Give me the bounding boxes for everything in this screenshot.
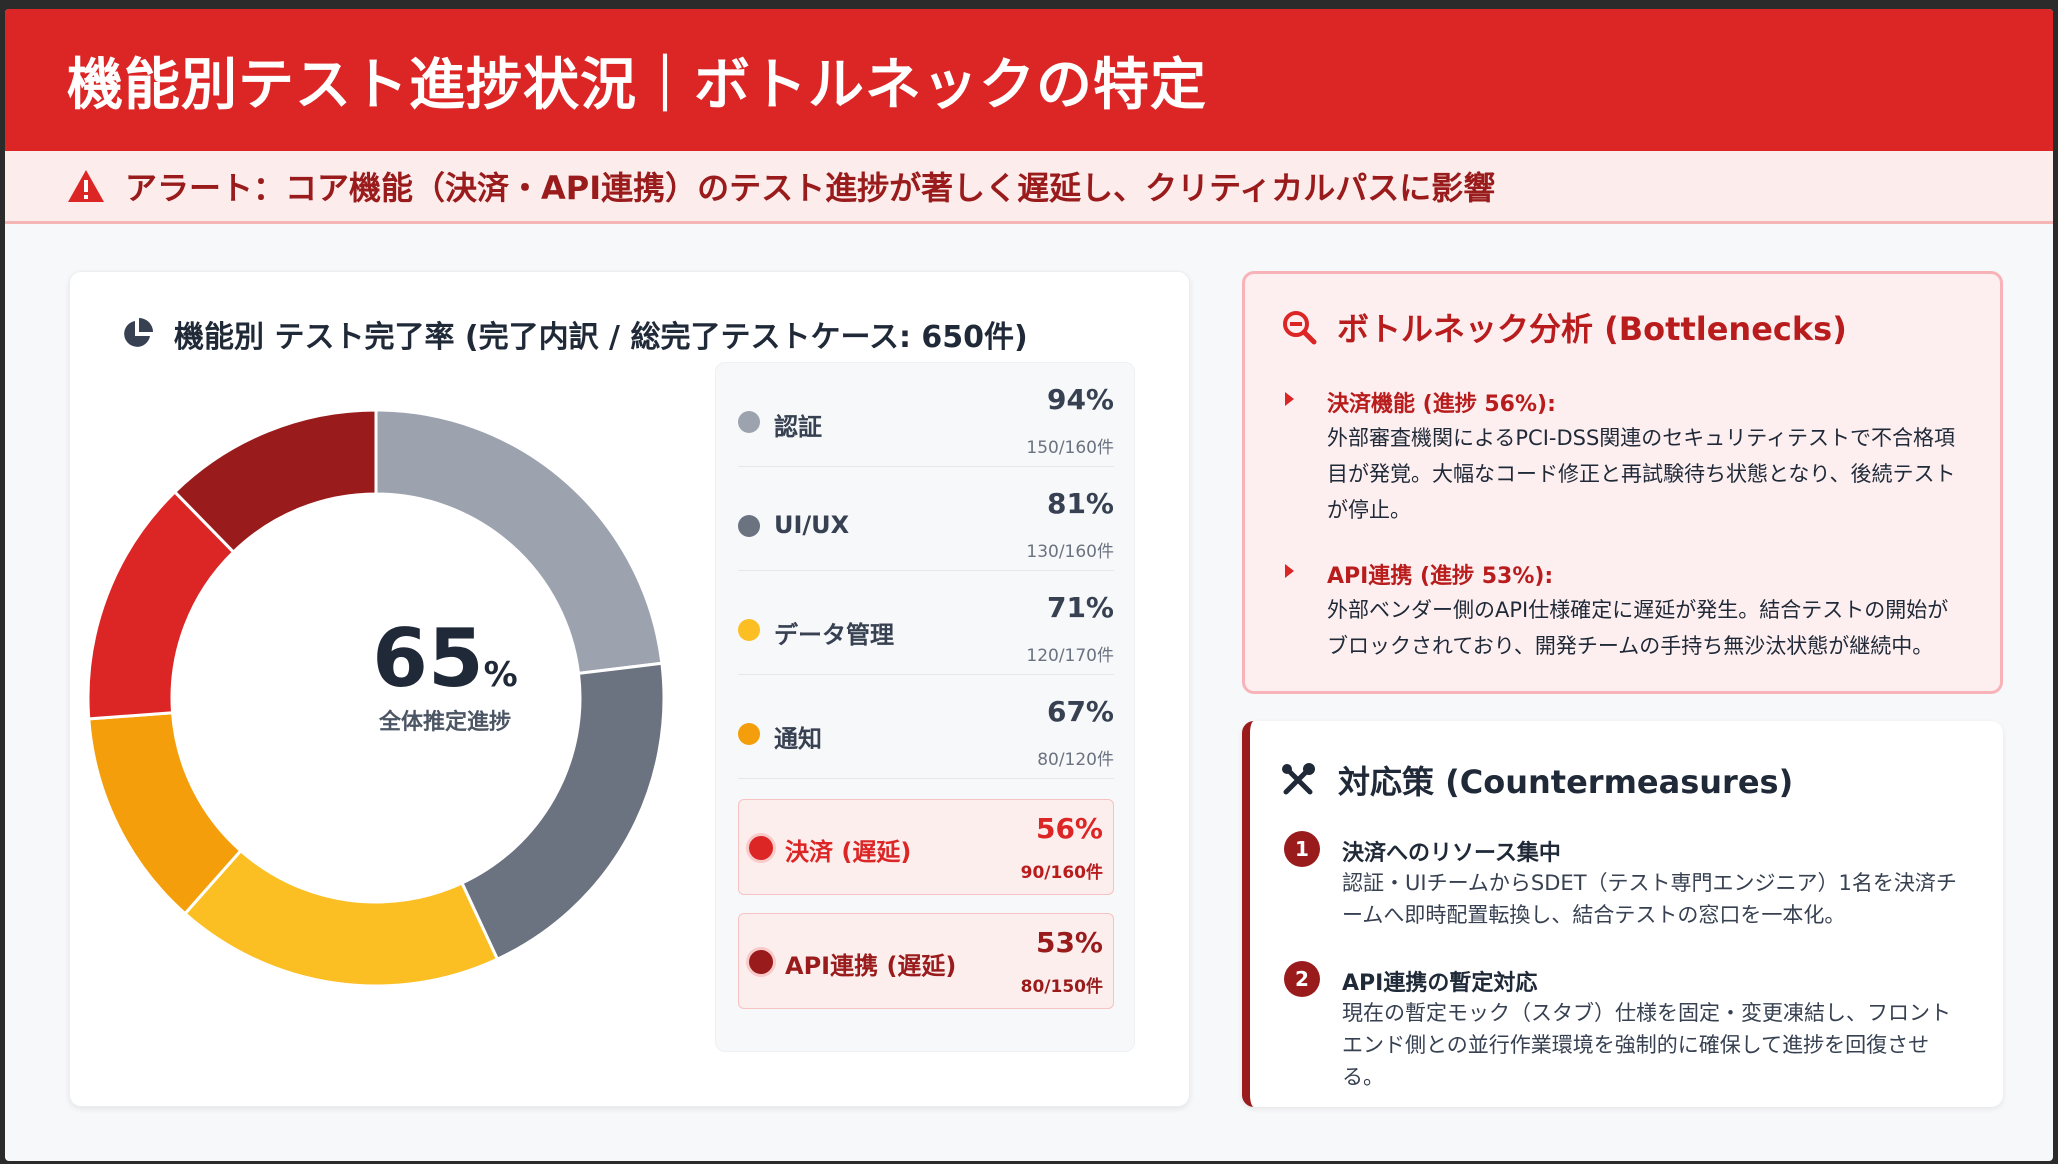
bottleneck-item-head: API連携 (進捗 53%): xyxy=(1327,564,1554,589)
step-number-badge: 1 xyxy=(1284,831,1320,867)
caret-right-icon xyxy=(1285,564,1294,578)
center-value: 65% xyxy=(220,612,670,705)
legend-label: UI/UX xyxy=(774,511,850,539)
legend: 認証 94% 150/160件 UI/UX 81% 130/160件 データ管理… xyxy=(715,362,1135,1052)
slide: 機能別テスト進捗状況｜ボトルネックの特定 アラート：コア機能（決済・API連携）… xyxy=(5,9,2053,1161)
bottleneck-item-desc: 外部審査機関によるPCI-DSS関連のセキュリティテストで不合格項目が発覚。大幅… xyxy=(1327,426,1956,522)
legend-item: データ管理 71% 120/170件 xyxy=(738,571,1114,675)
countermeasures-title-row: 対応策 (Countermeasures) xyxy=(1280,757,1793,803)
warning-icon xyxy=(68,170,104,202)
legend-item: 認証 94% 150/160件 xyxy=(738,363,1114,467)
donut-slice-5 xyxy=(172,408,378,555)
donut-slice-2 xyxy=(182,848,500,988)
alert-banner: アラート：コア機能（決済・API連携）のテスト進捗が著しく遅延し、クリティカルパ… xyxy=(5,151,2053,224)
legend-item: UI/UX 81% 130/160件 xyxy=(738,467,1114,571)
legend-dot xyxy=(749,950,773,974)
chart-title: 機能別 テスト完了率 (完了内訳 / 総完了テストケース: 650件) xyxy=(174,320,1028,355)
countermeasures-title: 対応策 (Countermeasures) xyxy=(1338,763,1794,801)
legend-count: 90/160件 xyxy=(1020,863,1103,883)
countermeasure-head: 決済へのリソース集中 xyxy=(1342,841,1561,866)
search-minus-icon xyxy=(1283,311,1317,345)
countermeasure-head: API連携の暫定対応 xyxy=(1342,971,1538,996)
center-value-number: 65 xyxy=(372,612,484,705)
bottleneck-title: ボトルネック分析 (Bottlenecks) xyxy=(1337,310,1847,348)
bottleneck-card: ボトルネック分析 (Bottlenecks) 決済機能 (進捗 56%): 外部… xyxy=(1242,271,2003,694)
bottleneck-item-head: 決済機能 (進捗 56%): xyxy=(1327,392,1556,417)
legend-label: データ管理 xyxy=(774,621,894,649)
step-number-badge: 2 xyxy=(1284,961,1320,997)
legend-dot xyxy=(738,411,760,433)
tools-icon xyxy=(1282,763,1315,795)
legend-count: 120/170件 xyxy=(1026,646,1114,666)
donut-chart xyxy=(86,408,666,988)
legend-dot xyxy=(749,836,773,860)
countermeasures-card: 対応策 (Countermeasures) 1 決済へのリソース集中 認証・UI… xyxy=(1242,721,2003,1107)
donut-slice-0 xyxy=(374,408,664,676)
pie-chart-icon xyxy=(124,318,153,347)
countermeasure-desc: 現在の暫定モック（スタブ）仕様を固定・変更凍結し、フロントエンド側との並行作業環… xyxy=(1342,1001,1951,1089)
legend-count: 130/160件 xyxy=(1026,542,1114,562)
alert-text: アラート：コア機能（決済・API連携）のテスト進捗が著しく遅延し、クリティカルパ… xyxy=(125,169,1496,207)
caret-right-icon xyxy=(1285,392,1294,406)
legend-percent: 53% xyxy=(1035,926,1103,959)
legend-count: 150/160件 xyxy=(1026,438,1114,458)
legend-dot xyxy=(738,515,760,537)
center-label: 全体推定進捗 xyxy=(378,710,511,735)
legend-item: 通知 67% 80/120件 xyxy=(738,675,1114,779)
countermeasure-desc: 認証・UIチームからSDET（テスト専門エンジニア）1名を決済チームへ即時配置転… xyxy=(1342,871,1957,927)
bottleneck-item-desc: 外部ベンダー側のAPI仕様確定に遅延が発生。結合テストの開始がブロックされており… xyxy=(1327,598,1949,658)
legend-percent: 94% xyxy=(1046,383,1114,416)
legend-percent: 67% xyxy=(1046,695,1114,728)
bottleneck-title-row: ボトルネック分析 (Bottlenecks) xyxy=(1281,304,1847,350)
legend-label: 通知 xyxy=(774,725,822,753)
chart-card: 機能別 テスト完了率 (完了内訳 / 総完了テストケース: 650件) 65% … xyxy=(69,271,1190,1107)
legend-percent: 81% xyxy=(1046,487,1114,520)
center-value-unit: % xyxy=(483,655,518,695)
legend-label: API連携 (遅延) xyxy=(785,952,957,980)
legend-dot xyxy=(738,723,760,745)
legend-item-delayed: API連携 (遅延) 53% 80/150件 xyxy=(738,913,1114,1009)
chart-title-row: 機能別 テスト完了率 (完了内訳 / 総完了テストケース: 650件) xyxy=(120,312,1028,356)
legend-dot xyxy=(738,619,760,641)
legend-item-delayed: 決済 (遅延) 56% 90/160件 xyxy=(738,799,1114,895)
legend-count: 80/120件 xyxy=(1037,750,1114,770)
header: 機能別テスト進捗状況｜ボトルネックの特定 xyxy=(5,9,2053,151)
legend-label: 認証 xyxy=(774,413,822,441)
page-title: 機能別テスト進捗状況｜ボトルネックの特定 xyxy=(67,52,1207,118)
legend-count: 80/150件 xyxy=(1020,977,1103,997)
legend-percent: 71% xyxy=(1046,591,1114,624)
legend-label: 決済 (遅延) xyxy=(785,838,912,866)
legend-percent: 56% xyxy=(1035,812,1103,845)
